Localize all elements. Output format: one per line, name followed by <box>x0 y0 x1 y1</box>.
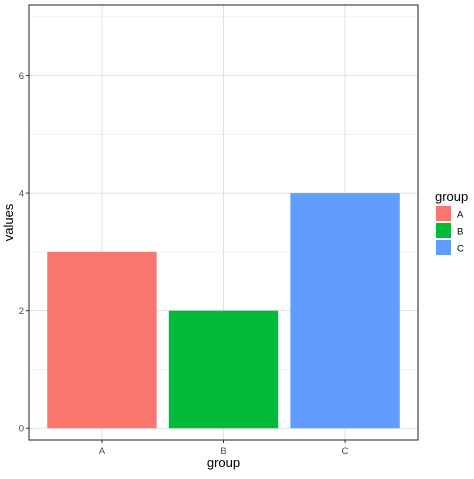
x-axis-title: group <box>207 455 240 470</box>
legend-label: C <box>457 244 464 255</box>
legend-items: ABC <box>436 206 464 255</box>
legend-key-c <box>436 240 451 255</box>
legend-key-b <box>436 223 451 238</box>
y-axis-title: values <box>1 203 16 241</box>
y-tick-label: 6 <box>19 71 24 82</box>
legend-label: B <box>457 227 463 238</box>
x-tick-label: A <box>99 446 106 457</box>
y-tick-label: 4 <box>19 189 24 200</box>
x-tick-label: C <box>342 446 349 457</box>
x-tick-label: B <box>220 446 226 457</box>
legend-label: A <box>457 210 464 221</box>
axes: 0 2 4 6 A B C <box>19 71 349 457</box>
bars <box>47 193 400 429</box>
y-tick-label: 2 <box>19 306 24 317</box>
bar-c <box>290 193 400 429</box>
y-tick-label: 0 <box>19 424 24 435</box>
bar-b <box>168 310 279 429</box>
legend: group ABC <box>435 189 468 255</box>
legend-key-a <box>436 206 451 221</box>
legend-title: group <box>435 189 468 204</box>
bar-a <box>47 251 157 429</box>
